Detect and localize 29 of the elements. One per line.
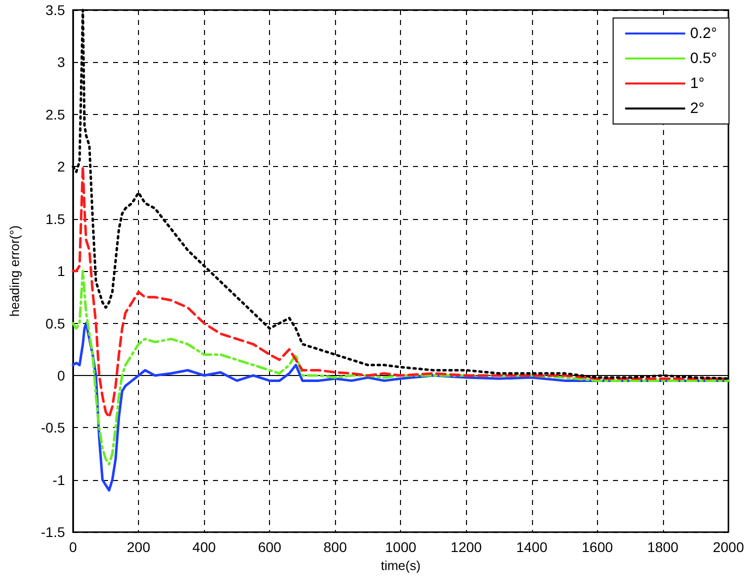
y-tick-label: 3 <box>57 54 66 70</box>
y-tick-label: 1.5 <box>46 210 66 227</box>
x-tick-label: 2000 <box>712 539 744 556</box>
y-tick-label: 2.5 <box>46 106 66 122</box>
y-tick-label: 3.5 <box>46 2 66 18</box>
y-tick-label: 2 <box>57 158 66 175</box>
x-tick-label: 1800 <box>647 539 679 556</box>
x-tick-label: 400 <box>192 539 216 556</box>
x-tick-label: 1400 <box>516 539 548 556</box>
legend-label: 0.5° <box>690 50 718 67</box>
y-axis-title: heading error(°) <box>7 225 22 317</box>
x-tick-label: 1200 <box>450 539 482 556</box>
x-tick-label: 1000 <box>385 539 416 556</box>
line-series <box>72 270 730 466</box>
legend-label: 2° <box>690 100 704 117</box>
y-tick-label: 0.5 <box>46 315 66 332</box>
y-tick-label: -0.5 <box>40 420 66 436</box>
y-tick-label: 0 <box>57 367 66 384</box>
x-tick-label: 1600 <box>582 539 614 556</box>
y-tick-label: 1 <box>57 263 66 280</box>
legend-label: 0.2° <box>690 25 718 42</box>
y-tick-label: -1 <box>52 472 66 488</box>
y-tick-label: -1.5 <box>40 524 66 540</box>
x-axis-title: time(s) <box>380 558 421 573</box>
x-tick-label: 200 <box>126 539 150 556</box>
x-tick-label: 600 <box>258 539 282 556</box>
legend-label: 1° <box>690 75 704 92</box>
x-tick-label: 0 <box>69 539 78 556</box>
x-tick-label: 800 <box>323 539 348 556</box>
